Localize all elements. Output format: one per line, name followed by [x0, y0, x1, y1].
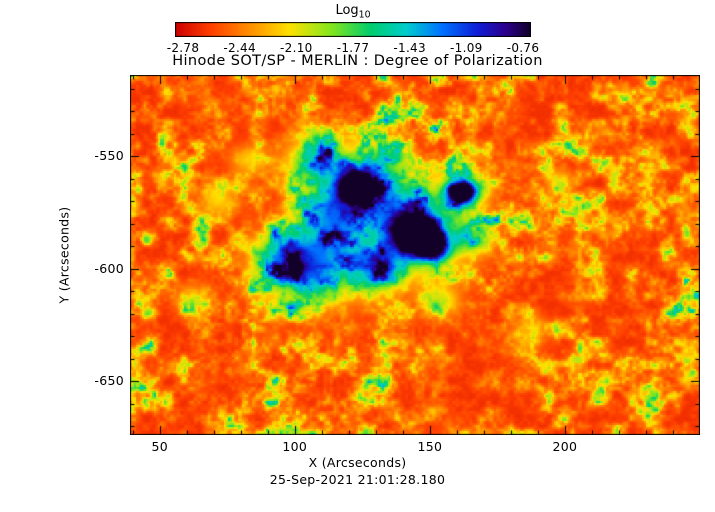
x-tick-label: 50 [151, 439, 168, 454]
timestamp: 25-Sep-2021 21:01:28.180 [269, 472, 446, 487]
colorbar-gradient [175, 22, 531, 37]
colorbar-tick-label: -1.09 [450, 41, 483, 55]
colorbar-title-sub: 10 [358, 9, 371, 21]
colorbar-tick-label: -1.43 [393, 41, 426, 55]
colorbar-tick-label: -1.77 [336, 41, 370, 55]
colorbar-tick-label: -0.76 [506, 41, 540, 55]
y-tick-label: -600 [94, 260, 124, 276]
y-axis-label: Y (Arcseconds) [56, 206, 72, 304]
colorbar-title: Log10 [0, 3, 706, 21]
x-axis-label: X (Arcseconds) [308, 455, 407, 470]
x-tick-label: 100 [282, 439, 308, 454]
x-tick-label: 200 [552, 439, 578, 454]
y-tick-label: -550 [94, 148, 124, 163]
y-tick-label: -650 [94, 373, 124, 388]
colorbar-title-base: Log [335, 3, 359, 18]
x-tick-label: 150 [417, 439, 443, 454]
heatmap-canvas [130, 75, 700, 435]
colorbar-tick-label: -2.44 [223, 41, 256, 55]
colorbar-tick-label: -2.10 [280, 41, 313, 55]
plot-title: Hinode SOT/SP - MERLIN : Degree of Polar… [172, 53, 543, 69]
colorbar-tick-label: -2.78 [166, 41, 200, 55]
